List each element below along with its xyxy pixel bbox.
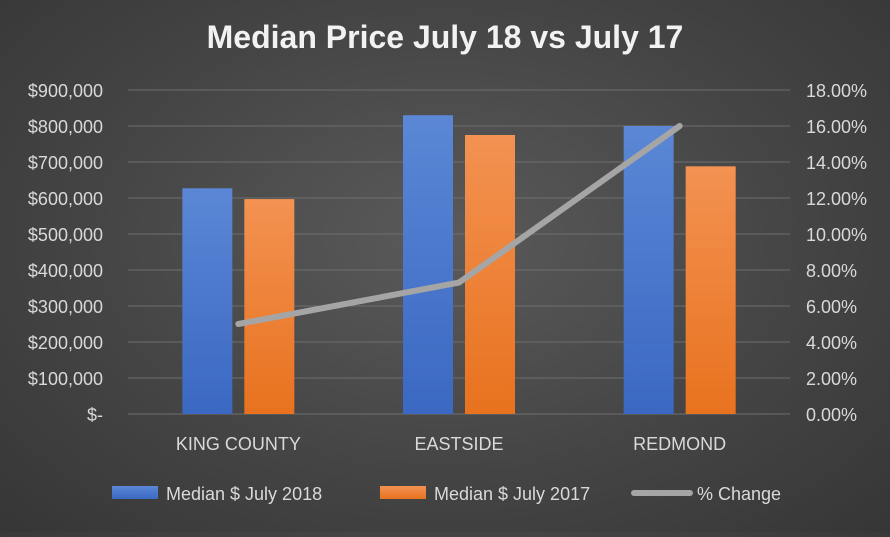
legend-label-2: % Change	[697, 484, 781, 504]
bar-july-2018-redmond	[624, 126, 674, 414]
right-axis-tick-label: 12.00%	[806, 189, 867, 209]
category-label: REDMOND	[633, 434, 726, 454]
left-axis-tick-label: $900,000	[28, 81, 103, 101]
left-axis-tick-label: $500,000	[28, 225, 103, 245]
right-axis-tick-label: 18.00%	[806, 81, 867, 101]
legend-label-0: Median $ July 2018	[166, 484, 322, 504]
left-axis-tick-label: $-	[87, 405, 103, 425]
left-axis-tick-label: $800,000	[28, 117, 103, 137]
legend-swatch-0	[112, 486, 158, 499]
percent-change-polyline	[238, 126, 679, 324]
bar-july-2018-eastside	[403, 115, 453, 414]
left-axis-tick-label: $300,000	[28, 297, 103, 317]
right-axis-tick-label: 4.00%	[806, 333, 857, 353]
left-axis-tick-label: $200,000	[28, 333, 103, 353]
right-axis-tick-label: 16.00%	[806, 117, 867, 137]
legend-swatch-1	[380, 486, 426, 499]
left-axis-tick-label: $400,000	[28, 261, 103, 281]
right-axis-tick-label: 14.00%	[806, 153, 867, 173]
right-axis-tick-label: 10.00%	[806, 225, 867, 245]
legend: Median $ July 2018 Median $ July 2017 % Ch…	[112, 484, 781, 504]
right-axis-tick-label: 6.00%	[806, 297, 857, 317]
category-label: KING COUNTY	[176, 434, 301, 454]
left-axis-tick-label: $600,000	[28, 189, 103, 209]
right-axis-tick-label: 2.00%	[806, 369, 857, 389]
category-axis: KING COUNTY EASTSIDE REDMOND	[176, 434, 726, 454]
right-axis-tick-label: 0.00%	[806, 405, 857, 425]
left-axis-tick-label: $100,000	[28, 369, 103, 389]
category-label: EASTSIDE	[414, 434, 503, 454]
bars	[182, 115, 735, 414]
left-axis: $- $100,000 $200,000 $300,000 $400,000 $500,0…	[28, 81, 103, 425]
bar-july-2018-king-county	[182, 188, 232, 414]
bar-july-2017-redmond	[686, 166, 736, 414]
bar-july-2017-king-county	[244, 199, 294, 414]
chart-title: Median Price July 18 vs July 17	[207, 19, 684, 55]
right-axis-tick-label: 8.00%	[806, 261, 857, 281]
legend-label-1: Median $ July 2017	[434, 484, 590, 504]
left-axis-tick-label: $700,000	[28, 153, 103, 173]
right-axis: 0.00% 2.00% 4.00% 6.00% 8.00% 10.00% 12.00% 14.…	[806, 81, 867, 425]
percent-change-line	[238, 126, 680, 324]
